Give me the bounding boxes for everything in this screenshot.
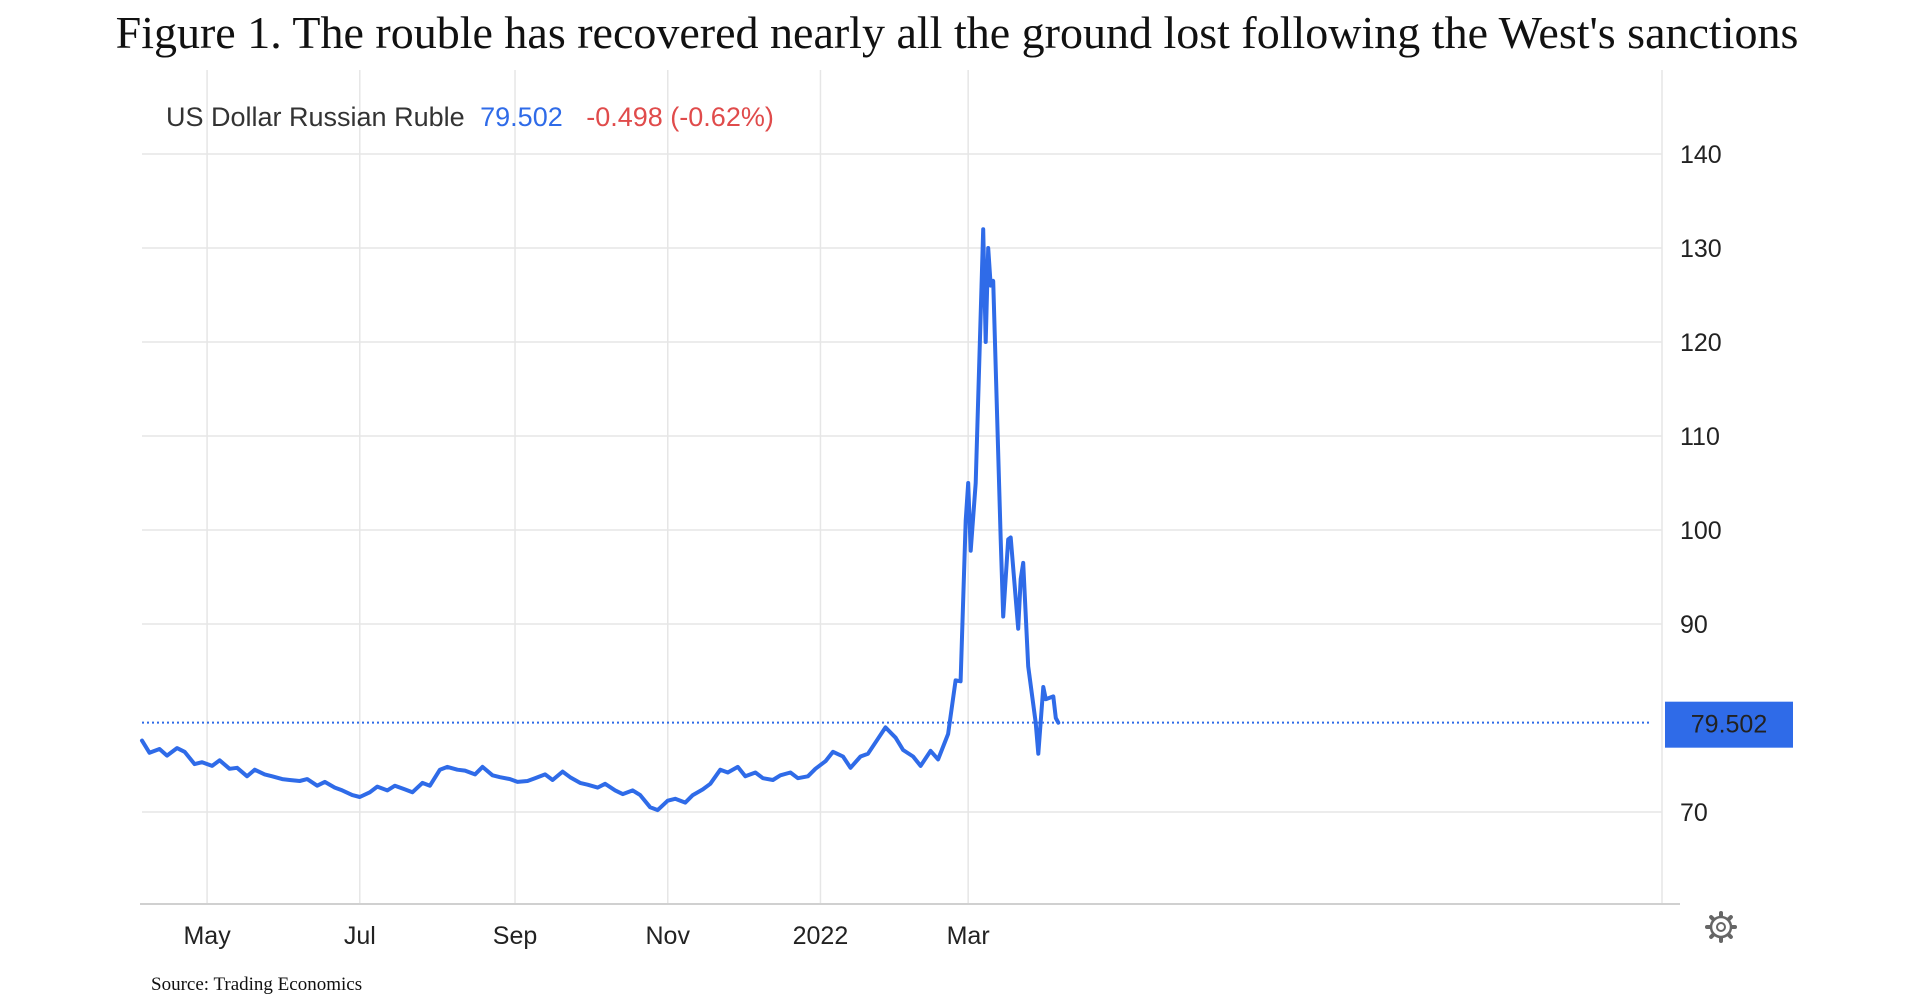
y-axis-tick-labels: 70 90 100 110 120 130 140 <box>1680 141 1722 827</box>
legend-last-value: 79.502 <box>480 102 563 132</box>
figure-title: Figure 1. The rouble has recovered nearl… <box>115 7 1799 58</box>
legend-change: -0.498 (-0.62%) <box>586 102 774 132</box>
legend-series-name: US Dollar Russian Ruble <box>166 102 465 132</box>
y-tick-label: 110 <box>1680 423 1720 451</box>
gear-icon[interactable] <box>1705 911 1737 943</box>
x-tick-label: 2022 <box>793 922 849 950</box>
source-note: Source: Trading Economics <box>151 974 363 995</box>
y-tick-label: 70 <box>1680 799 1708 827</box>
y-tick-label: 90 <box>1680 611 1708 639</box>
last-value-badge-bg <box>1665 701 1793 748</box>
series-line-usd-rub <box>140 227 1061 813</box>
y-tick-label: 120 <box>1680 329 1722 357</box>
x-tick-label: Nov <box>646 922 691 950</box>
y-tick-label: 140 <box>1680 141 1722 169</box>
last-value-badge: 79.502 <box>1665 701 1793 748</box>
x-tick-label: May <box>183 922 231 950</box>
chart-legend: US Dollar Russian Ruble 79.502 -0.498 (-… <box>166 102 774 132</box>
x-tick-label: Jul <box>344 922 376 950</box>
x-tick-label: Mar <box>947 922 990 950</box>
last-value-badge-text: 79.502 <box>1691 711 1767 739</box>
y-tick-label: 100 <box>1680 517 1722 545</box>
x-tick-label: Sep <box>493 922 537 950</box>
grid-layer <box>142 70 1663 904</box>
y-tick-label: 130 <box>1680 235 1722 263</box>
x-axis-tick-labels: May Jul Sep Nov 2022 Mar <box>183 922 989 950</box>
